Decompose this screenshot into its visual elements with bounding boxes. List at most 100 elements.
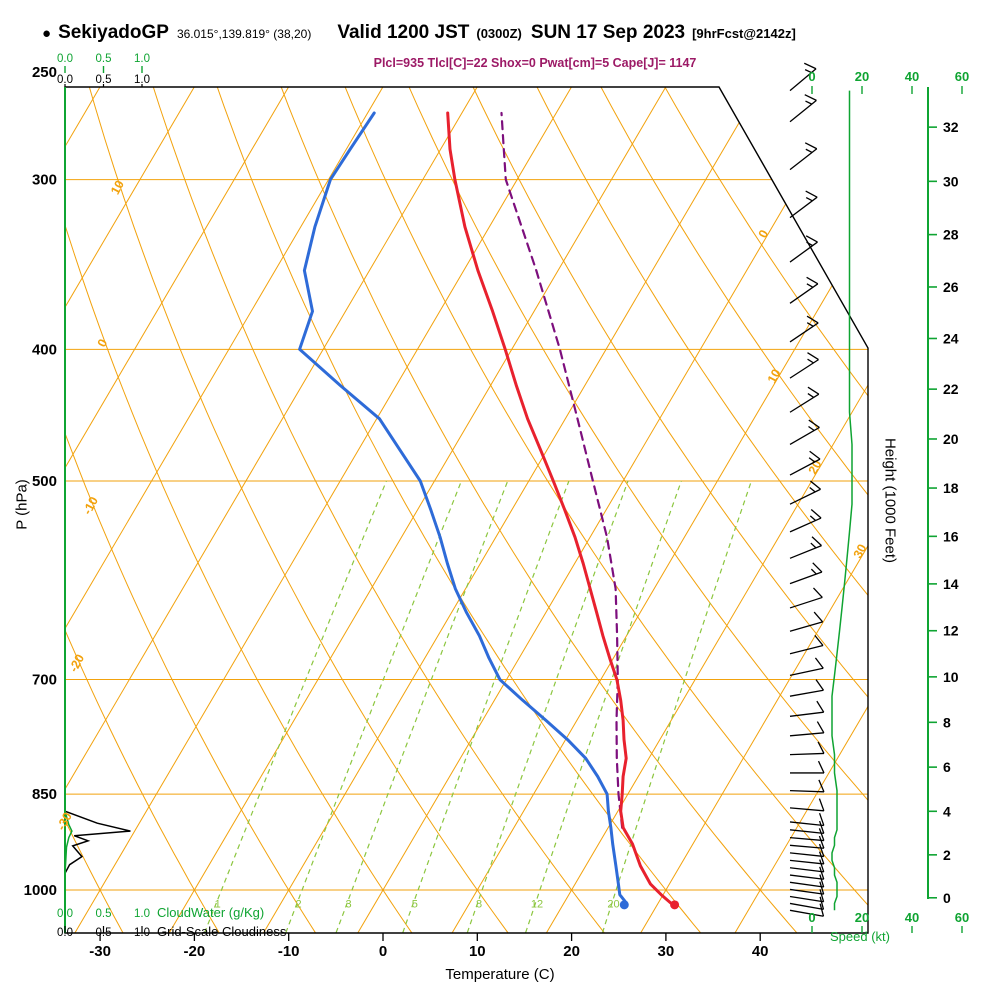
- temperature-tick-label: 0: [379, 943, 387, 960]
- mixing-ratio-label: 1: [215, 899, 221, 911]
- cloudiness-scale-label: 0.0: [57, 74, 73, 86]
- height-axis-title: Height (1000 Feet): [881, 437, 899, 564]
- dry-adiabat-label: 0: [95, 337, 111, 350]
- speed-tick-label: 20: [855, 910, 869, 925]
- chart-title: ● SekiyadoGP 36.015°,139.819° (38,20) Va…: [42, 22, 796, 44]
- speed-axis-title: Speed (kt): [830, 929, 890, 944]
- cloudwater-scale-label: 1.0: [134, 908, 150, 920]
- pressure-tick-label: 250: [32, 64, 57, 81]
- cloud-scales: 0.00.00.00.00.50.50.50.51.01.01.01.0: [57, 53, 150, 939]
- cloudwater-scale-label: 0.5: [96, 908, 112, 920]
- temperature-axis-title: Temperature (C): [445, 966, 555, 983]
- speed-tick-label: 20: [855, 69, 869, 84]
- temperature-tick-label: 20: [563, 943, 580, 960]
- speed-tick-label: 60: [955, 910, 969, 925]
- isotherm-label: 10: [765, 367, 784, 386]
- speed-tick-label: 60: [955, 69, 969, 84]
- station-name: SekiyadoGP: [58, 22, 169, 43]
- cloudwater-scale-label: 0.0: [57, 53, 73, 65]
- station-coords: 36.015°,139.819° (38,20): [176, 27, 312, 41]
- forecast-info: [9hrFcst@2142z]: [692, 26, 796, 41]
- height-tick-label: 24: [943, 330, 959, 346]
- pressure-tick-label: 400: [32, 341, 57, 358]
- grid-lines: [65, 87, 868, 933]
- pressure-tick-label: 500: [32, 473, 57, 490]
- sounding-indices: Plcl=935 Tlcl[C]=22 Shox=0 Pwat[cm]=5 Ca…: [373, 56, 697, 70]
- isotherms: [65, 87, 868, 933]
- cloudiness-scale-label: 1.0: [134, 74, 150, 86]
- temperature-tick-label: 30: [658, 943, 675, 960]
- speed-tick-label: 40: [905, 910, 919, 925]
- mixing-ratio-label: 20: [607, 899, 619, 911]
- valid-time: Valid 1200 JST: [337, 22, 470, 43]
- dry-adiabat-label: 10: [108, 178, 127, 197]
- height-tick-label: 26: [943, 279, 959, 295]
- mixing-ratio-lines: [204, 480, 752, 933]
- parcel-curve: [500, 111, 624, 829]
- height-tick-label: 2: [943, 847, 951, 863]
- temperature-curve: [446, 111, 673, 905]
- pressure-tick-labels: 250 300 400 500 700 850 1000: [24, 64, 57, 899]
- height-tick-label: 0: [943, 890, 951, 906]
- height-tick-label: 20: [943, 431, 959, 447]
- height-tick-label: 16: [943, 528, 959, 544]
- cloudwater-axis-title: CloudWater (g/Kg): [157, 905, 265, 920]
- dry-adiabats: [65, 87, 868, 933]
- speed-tick-label: 0: [808, 69, 815, 84]
- mixing-ratio-label: 3: [346, 899, 352, 911]
- temperature-tick-label: -20: [184, 943, 206, 960]
- temperature-tick-label: -10: [278, 943, 300, 960]
- station-bullet-icon: ●: [42, 25, 52, 42]
- height-tick-label: 8: [943, 714, 951, 730]
- cloudiness-curve: [65, 810, 131, 874]
- pressure-axis-title: P (hPa): [13, 479, 31, 530]
- height-tick-label: 12: [943, 623, 959, 639]
- sounding-curves: [298, 111, 680, 910]
- pressure-tick-label: 700: [32, 672, 57, 689]
- height-tick-label: 6: [943, 759, 951, 775]
- cloud-profiles: [65, 810, 131, 874]
- height-tick-label: 4: [943, 803, 951, 819]
- speed-curve: [831, 90, 853, 911]
- mixing-ratio-labels: 1 2 3 5 8 12 20: [215, 899, 620, 911]
- valid-date: SUN 17 Sep 2023: [530, 22, 686, 43]
- pressure-tick-label: 1000: [24, 882, 57, 899]
- surface-temp-dot: [670, 900, 680, 910]
- isotherm-label: 0: [756, 228, 772, 241]
- dry-adiabat-label: -10: [80, 494, 101, 517]
- cloudwater-scale-label: 1.0: [134, 53, 150, 65]
- wind-barbs: [789, 62, 825, 917]
- height-tick-label: 22: [943, 381, 959, 397]
- cloudiness-scale-label: 0.5: [96, 74, 112, 86]
- height-tick-label: 10: [943, 669, 959, 685]
- height-tick-label: 32: [943, 119, 959, 135]
- height-tick-label: 14: [943, 576, 959, 592]
- mixing-ratio-label: 12: [531, 899, 543, 911]
- dry-adiabat-label: -20: [66, 652, 87, 675]
- pressure-tick-label: 850: [32, 786, 57, 803]
- cloudiness-axis-title: Grid-Scale Cloudiness: [157, 924, 287, 939]
- temperature-tick-labels: -30 -20 -10 0 10 20 30 40: [89, 933, 769, 960]
- height-tick-label: 30: [943, 173, 959, 189]
- pressure-gridlines: [65, 179, 868, 891]
- height-tick-label: 28: [943, 227, 959, 243]
- pressure-tick-label: 300: [32, 172, 57, 189]
- speed-tick-label: 40: [905, 69, 919, 84]
- cloudwater-scale-label: 0.0: [57, 908, 73, 920]
- cloudwater-scale-label: 0.5: [96, 53, 112, 65]
- height-tick-label: 18: [943, 480, 959, 496]
- speed-tick-label: 0: [808, 910, 815, 925]
- mixing-ratio-label: 2: [295, 899, 301, 911]
- isotherm-label: 20: [806, 458, 825, 477]
- temperature-tick-label: 10: [469, 943, 486, 960]
- valid-time-utc: (0300Z): [476, 26, 522, 41]
- mixing-ratio-label: 8: [476, 899, 482, 911]
- temperature-tick-label: 40: [752, 943, 769, 960]
- plot-frame: [64, 86, 869, 934]
- temperature-tick-label: -30: [89, 943, 111, 960]
